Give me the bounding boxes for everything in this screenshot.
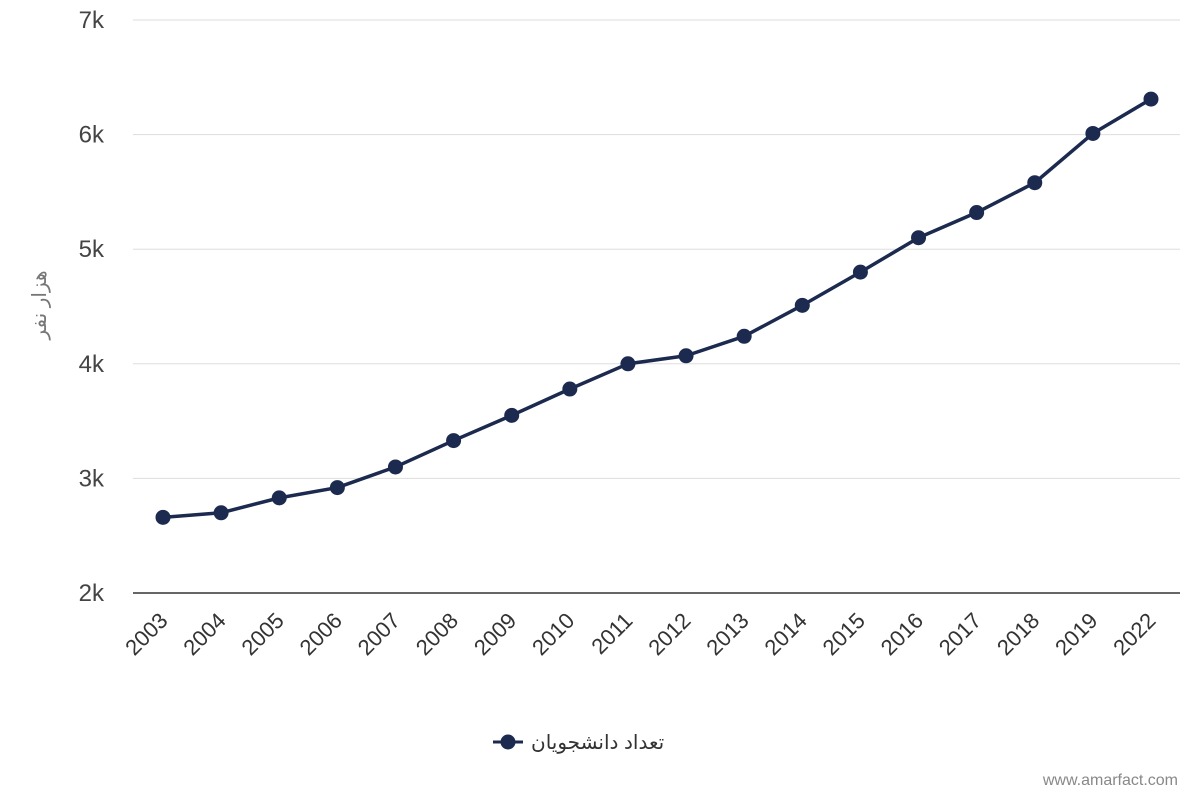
x-axis-ticks: 2003 2004 2005 2006 2007 2008 2009 2010 2011 2012… bbox=[120, 608, 1160, 660]
data-point[interactable] bbox=[969, 205, 985, 221]
y-tick-label: 4k bbox=[79, 351, 105, 378]
x-tick-label: 2011 bbox=[586, 608, 637, 659]
x-tick-label: 2010 bbox=[527, 608, 579, 660]
y-tick-label: 5k bbox=[79, 236, 105, 263]
x-tick-label: 2012 bbox=[643, 608, 695, 660]
data-point[interactable] bbox=[155, 509, 171, 525]
x-tick-label: 2008 bbox=[411, 608, 463, 660]
x-tick-label: 2018 bbox=[992, 608, 1044, 660]
x-tick-label: 2009 bbox=[469, 608, 521, 660]
x-tick-label: 2013 bbox=[701, 608, 753, 660]
data-point[interactable] bbox=[1085, 125, 1101, 141]
data-point[interactable] bbox=[562, 381, 578, 397]
data-point[interactable] bbox=[387, 459, 403, 475]
data-point[interactable] bbox=[329, 480, 345, 496]
legend-marker bbox=[500, 734, 516, 750]
x-tick-label: 2014 bbox=[760, 608, 812, 660]
grid-lines bbox=[133, 19, 1180, 479]
x-tick-label: 2007 bbox=[353, 608, 405, 660]
x-tick-label: 2005 bbox=[236, 608, 288, 660]
data-point[interactable] bbox=[736, 328, 752, 344]
data-point[interactable] bbox=[1027, 175, 1043, 191]
data-point[interactable] bbox=[271, 490, 287, 506]
series-group bbox=[155, 91, 1159, 525]
x-tick-label: 2016 bbox=[876, 608, 928, 660]
data-point[interactable] bbox=[794, 297, 810, 313]
legend-label: تعداد دانشجویان bbox=[531, 732, 664, 754]
x-tick-label: 2015 bbox=[818, 608, 870, 660]
x-tick-label: 2003 bbox=[120, 608, 172, 660]
x-tick-label: 2006 bbox=[295, 608, 347, 660]
data-point[interactable] bbox=[446, 433, 462, 449]
y-tick-label: 2k bbox=[79, 580, 105, 607]
series-line bbox=[162, 97, 1152, 520]
data-point[interactable] bbox=[620, 356, 636, 372]
x-tick-label: 2004 bbox=[178, 608, 230, 660]
data-point[interactable] bbox=[1143, 91, 1159, 107]
y-tick-label: 3k bbox=[79, 465, 105, 492]
data-point[interactable] bbox=[852, 264, 868, 280]
watermark: www.amarfact.com bbox=[1042, 772, 1178, 789]
y-axis-ticks: 2k 3k 4k 5k 6k 7k bbox=[79, 7, 105, 607]
legend: تعداد دانشجویان bbox=[493, 732, 664, 754]
x-tick-label: 2019 bbox=[1050, 608, 1102, 660]
x-tick-label: 2022 bbox=[1108, 608, 1160, 660]
y-axis-label: هزار نفر bbox=[29, 270, 51, 340]
data-point[interactable] bbox=[911, 230, 927, 246]
data-point[interactable] bbox=[213, 505, 229, 521]
x-tick-label: 2017 bbox=[934, 608, 986, 660]
y-tick-label: 7k bbox=[79, 7, 105, 34]
data-point[interactable] bbox=[678, 348, 694, 364]
y-tick-label: 6k bbox=[79, 122, 105, 149]
data-point[interactable] bbox=[504, 407, 520, 423]
